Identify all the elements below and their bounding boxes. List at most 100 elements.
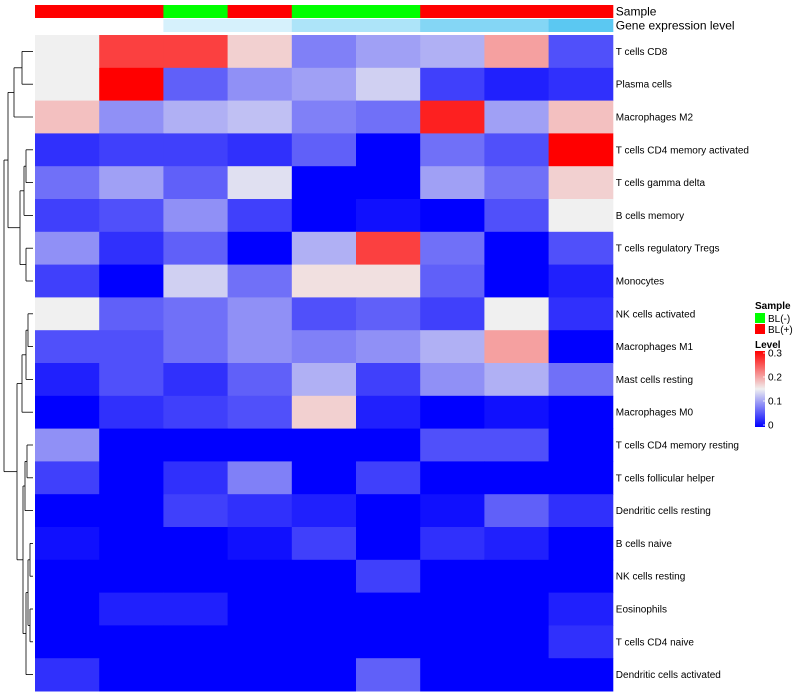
heatmap-cell [99, 494, 164, 528]
heatmap-cell [35, 363, 100, 397]
heatmap-cell [484, 35, 550, 69]
heatmap-cell [291, 297, 357, 331]
row-label: NK cells activated [616, 309, 695, 320]
heatmap-cell [99, 166, 164, 200]
heatmap-cell [227, 461, 293, 495]
heatmap-cell [163, 559, 229, 594]
expression-annotation-cell [356, 19, 421, 32]
heatmap-cell [548, 264, 614, 298]
row-labels: T cells CD8 Plasma cells Macrophages M2 T c… [616, 47, 749, 681]
heatmap-cell [484, 264, 550, 298]
heatmap-cell [35, 231, 100, 266]
heatmap-cell [227, 658, 293, 692]
heatmap-cell [548, 494, 614, 528]
legend-entry-label: BL(-) [768, 314, 790, 325]
heatmap-cell [291, 658, 357, 692]
heatmap-cell [291, 527, 357, 561]
heatmap-cell [356, 67, 421, 102]
heatmap-cell [99, 100, 164, 134]
heatmap-cell [99, 559, 164, 594]
heatmap-cell [356, 658, 421, 692]
expression-annotation-cell [420, 19, 485, 32]
heatmap-cell [356, 625, 421, 659]
heatmap-cell [35, 199, 100, 233]
expression-annotation-cell [484, 19, 550, 32]
heatmap-cell [291, 428, 357, 462]
heatmap-cell [484, 330, 550, 364]
heatmap-cell [99, 592, 164, 626]
row-label: Macrophages M2 [616, 113, 694, 124]
heatmap-cell [484, 231, 550, 266]
heatmap-cell [227, 559, 293, 594]
heatmap-cell [291, 592, 357, 626]
heatmap-cell [484, 395, 550, 430]
heatmap-cell [35, 330, 100, 364]
heatmap-cell [291, 100, 357, 134]
heatmap-cell [291, 133, 357, 167]
heatmap-cell [99, 395, 164, 430]
heatmap-cell [420, 166, 485, 200]
annotation-label: Gene expression level [616, 19, 735, 33]
heatmap-cell [163, 67, 229, 102]
row-label: T cells CD4 memory activated [616, 145, 749, 156]
heatmap-cell [420, 67, 485, 102]
heatmap-cell [548, 592, 614, 626]
heatmap-cell [163, 166, 229, 200]
heatmap-cell [35, 494, 100, 528]
heatmap-cell [227, 199, 293, 233]
row-label: T cells CD4 memory resting [616, 441, 739, 452]
heatmap-cell [548, 67, 614, 102]
heatmap-cell [420, 35, 485, 69]
heatmap-cell [35, 658, 100, 692]
heatmap-cell [163, 658, 229, 692]
heatmap-cell [548, 625, 614, 659]
heatmap-cell [35, 461, 100, 495]
heatmap-cell [420, 231, 485, 266]
heatmap-cell [227, 231, 293, 266]
legend-entry-label: BL(+) [768, 325, 793, 336]
heatmap-cell [99, 330, 164, 364]
heatmap-cell [35, 625, 100, 659]
heatmap-cell [548, 395, 614, 430]
heatmap-cell [356, 461, 421, 495]
heatmap-cell [484, 166, 550, 200]
heatmap-cell [163, 363, 229, 397]
heatmap-cell [356, 330, 421, 364]
heatmap-cell [35, 264, 100, 298]
heatmap-cell [99, 231, 164, 266]
heatmap-cell [420, 100, 485, 134]
heatmap-cell [99, 428, 164, 462]
row-label: B cells memory [616, 211, 684, 222]
heatmap-cell [291, 559, 357, 594]
heatmap-cell [356, 527, 421, 561]
heatmap-cell [548, 100, 614, 134]
heatmap-cell [548, 559, 614, 594]
heatmap-cell [35, 559, 100, 594]
heatmap-cell [35, 297, 100, 331]
heatmap-cell [356, 559, 421, 594]
colorbar-tick-label: 0.1 [768, 397, 782, 408]
row-label: T cells CD8 [616, 47, 668, 58]
expression-annotation-cell [99, 19, 164, 32]
heatmap-cell [420, 592, 485, 626]
heatmap-cell [484, 494, 550, 528]
row-label: Macrophages M1 [616, 342, 694, 353]
heatmap-cell [227, 133, 293, 167]
heatmap-cell [356, 166, 421, 200]
heatmap-cell [548, 428, 614, 462]
heatmap-cell [548, 231, 614, 266]
heatmap-cell [420, 527, 485, 561]
heatmap-cell [291, 231, 357, 266]
heatmap-cell [35, 395, 100, 430]
heatmap-cell [420, 461, 485, 495]
heatmap-cell [484, 461, 550, 495]
heatmap-cell [163, 592, 229, 626]
heatmap-cell [420, 330, 485, 364]
heatmap-cell [35, 527, 100, 561]
row-label: Monocytes [616, 277, 664, 288]
heatmap-cell [35, 67, 100, 102]
heatmap-cell [163, 428, 229, 462]
colorbar-tick-label: 0 [768, 421, 774, 432]
